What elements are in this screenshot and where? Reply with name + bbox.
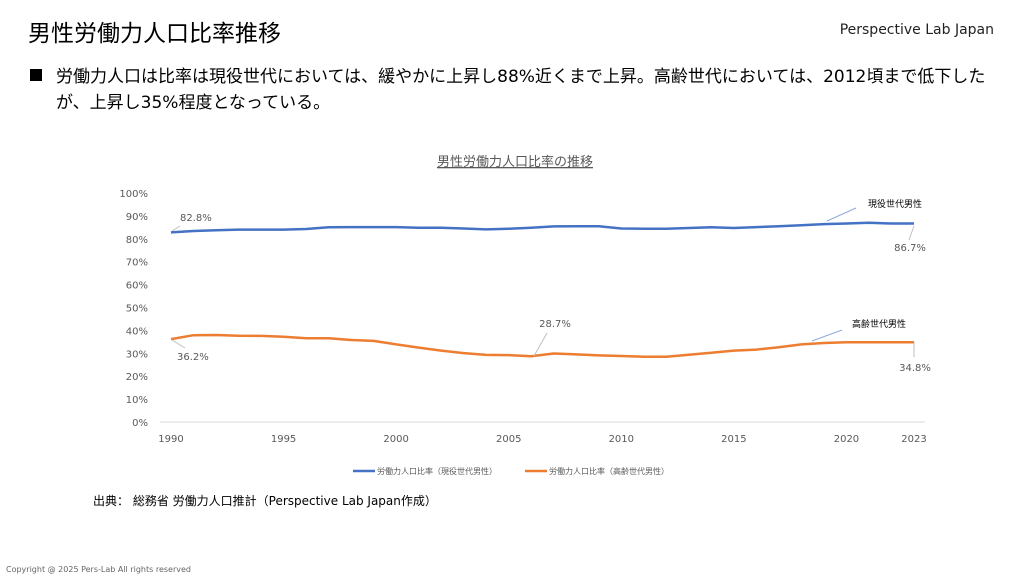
chart-title: 男性労働力人口比率の推移 xyxy=(437,154,593,170)
y-tick-label: 100% xyxy=(119,189,148,200)
x-tick-label: 1995 xyxy=(271,434,296,445)
x-tick-label: 2015 xyxy=(721,434,746,445)
series-line-senior xyxy=(170,333,914,358)
y-tick-label: 50% xyxy=(126,304,148,315)
y-tick-label: 80% xyxy=(126,235,148,246)
y-tick-label: 70% xyxy=(126,258,148,269)
data-label: 36.2% xyxy=(177,352,209,363)
data-label: 86.7% xyxy=(894,243,926,254)
data-label: 28.7% xyxy=(539,319,571,330)
page-title: 男性労働力人口比率推移 xyxy=(28,21,281,47)
source-note: 出典： 総務省 労働力人口推計（Perspective Lab Japan作成） xyxy=(93,494,437,508)
summary-text: 労働力人口は比率は現役世代においては、緩やかに上昇し88%近くまで上昇。高齢世代… xyxy=(56,67,986,113)
data-label: 34.8% xyxy=(899,363,931,374)
y-tick-label: 30% xyxy=(126,349,148,360)
x-tick-label: 2000 xyxy=(383,434,408,445)
x-tick-label: 2020 xyxy=(834,434,859,445)
y-tick-label: 10% xyxy=(126,395,148,406)
legend-label: 労働力人口比率（現役世代男性） xyxy=(377,466,497,476)
x-tick-label: 1990 xyxy=(158,434,183,445)
bullet-square-icon xyxy=(30,69,42,81)
summary-bullet: 労働力人口は比率は現役世代においては、緩やかに上昇し88%近くまで上昇。高齢世代… xyxy=(30,64,990,116)
x-tick-label: 2005 xyxy=(496,434,521,445)
series-label-leader xyxy=(811,329,843,342)
y-tick-label: 90% xyxy=(126,212,148,223)
legend-label: 労働力人口比率（高齢世代男性） xyxy=(549,466,669,476)
series-label: 高齢世代男性 xyxy=(852,318,906,330)
series-label: 現役世代男性 xyxy=(868,198,922,210)
copyright: Copyright @ 2025 Pers-Lab All rights res… xyxy=(6,565,191,574)
y-tick-label: 40% xyxy=(126,326,148,337)
data-label-leader xyxy=(171,339,186,349)
x-tick-label: 2023 xyxy=(901,434,926,445)
brand-logo-text: Perspective Lab Japan xyxy=(839,22,994,38)
data-label: 82.8% xyxy=(180,213,212,224)
data-label-leader xyxy=(908,225,915,241)
data-label-leader xyxy=(171,225,181,232)
data-label-leader xyxy=(533,332,548,357)
y-tick-label: 0% xyxy=(132,418,148,429)
x-tick-label: 2010 xyxy=(609,434,634,445)
y-tick-label: 20% xyxy=(126,372,148,383)
y-tick-label: 60% xyxy=(126,281,148,292)
series-label-leader xyxy=(826,207,857,222)
series-line-working xyxy=(170,221,914,234)
